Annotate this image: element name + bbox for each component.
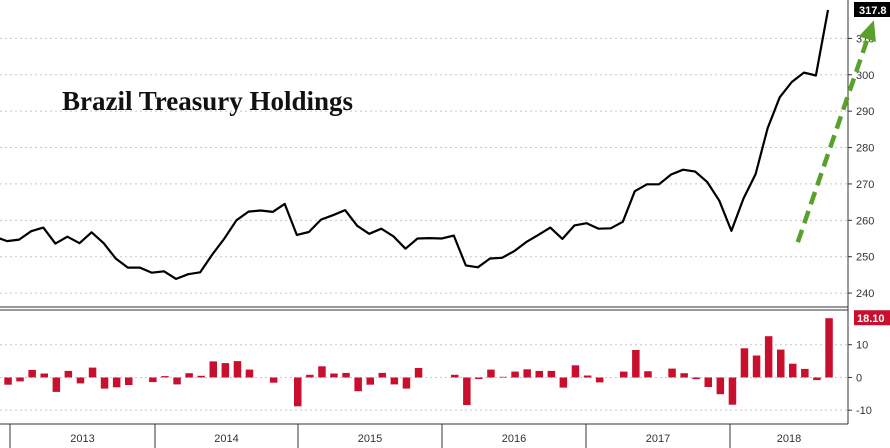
year-label: 2016 <box>502 433 526 445</box>
change-bar <box>571 365 580 378</box>
change-bar <box>644 371 652 378</box>
year-label: 2013 <box>70 433 94 445</box>
change-bar <box>764 336 773 378</box>
year-label: 2015 <box>358 433 382 445</box>
change-bar <box>354 377 362 392</box>
change-bar <box>378 372 386 378</box>
holdings-line <box>0 9 830 280</box>
change-bar <box>209 361 217 378</box>
last-value-label-bottom: 18.10 <box>857 313 885 325</box>
change-bar <box>330 373 338 378</box>
change-bar <box>825 318 833 378</box>
change-bar <box>535 370 543 378</box>
change-bar <box>342 372 350 378</box>
year-label: 2017 <box>646 433 670 445</box>
holdings-line-layer <box>0 9 830 280</box>
change-bar <box>511 371 519 378</box>
change-bar <box>16 377 24 382</box>
change-bar <box>620 371 628 378</box>
change-bar <box>523 369 531 378</box>
change-bar <box>28 369 36 378</box>
change-bar <box>149 377 157 383</box>
top-tick-label: 240 <box>856 288 874 300</box>
year-label: 2014 <box>214 433 238 445</box>
last-value-badge-bottom: 18.10 <box>854 310 890 326</box>
change-bar <box>583 375 592 378</box>
change-bar <box>752 355 761 378</box>
change-bar <box>728 377 737 405</box>
change-bar <box>112 377 121 388</box>
change-bar <box>777 349 785 378</box>
change-bar <box>547 370 556 378</box>
top-tick-label: 280 <box>856 143 874 155</box>
change-bar <box>813 377 821 381</box>
change-bar <box>632 350 640 378</box>
bottom-tick-label: 10 <box>856 340 868 352</box>
change-bar <box>402 377 411 389</box>
change-bar <box>294 377 302 407</box>
last-value-badge-top: 317.8 <box>854 2 890 18</box>
change-bar <box>789 363 797 378</box>
trend-arrow-shaft <box>795 38 870 243</box>
top-tick-label: 260 <box>856 215 874 227</box>
change-bar <box>716 377 725 395</box>
top-tick-label: 300 <box>856 70 874 82</box>
year-label: 2018 <box>777 433 801 445</box>
change-bar <box>185 373 193 378</box>
top-tick-label: 270 <box>856 179 874 191</box>
change-bar <box>125 377 133 385</box>
change-bars <box>4 318 833 407</box>
change-bar <box>451 374 459 378</box>
change-bar <box>221 363 230 378</box>
change-bar <box>306 374 314 378</box>
change-bar <box>740 348 749 378</box>
change-bar <box>269 377 278 383</box>
change-bar <box>366 377 374 385</box>
change-bar <box>668 368 676 378</box>
change-bar <box>390 377 399 385</box>
change-bar <box>704 377 712 387</box>
change-bar <box>40 373 48 378</box>
last-value-badge-top-bg <box>854 2 890 18</box>
top-tick-label: 250 <box>856 252 874 264</box>
change-bar <box>475 377 483 380</box>
change-bar <box>499 376 507 378</box>
change-bar <box>4 377 12 385</box>
change-bar <box>64 370 73 378</box>
change-bar <box>680 373 688 378</box>
change-bar <box>100 377 109 389</box>
change-bar <box>245 369 254 378</box>
last-value-label-top: 317.8 <box>859 5 887 17</box>
change-bar <box>318 366 326 378</box>
change-bar <box>52 377 61 392</box>
change-bar <box>161 376 169 378</box>
change-bar <box>76 377 85 384</box>
trend-arrow-head <box>858 20 876 43</box>
bottom-gridlines <box>0 344 848 411</box>
change-bar <box>463 377 471 405</box>
trend-arrow-layer <box>795 20 876 243</box>
bottom-tick-label: 0 <box>856 372 862 384</box>
year-axis: 2013 2014 2015 2016 2017 2018 <box>9 424 801 448</box>
change-bar <box>414 368 423 378</box>
change-bar <box>692 377 700 380</box>
last-value-badge-bottom-bg <box>854 310 890 326</box>
change-bar <box>559 377 568 388</box>
top-tick-label: 290 <box>856 106 874 118</box>
change-bar <box>233 361 242 378</box>
change-bar <box>801 368 809 378</box>
change-bar <box>595 377 604 383</box>
bottom-tick-label: -10 <box>856 405 872 417</box>
chart-title: Brazil Treasury Holdings <box>62 86 353 116</box>
change-bar <box>173 377 181 385</box>
bottom-y-ticks: -10 0 10 <box>848 340 872 417</box>
change-bar <box>88 367 97 378</box>
change-bar <box>487 369 495 378</box>
top-gridlines <box>0 37 848 294</box>
change-bar <box>197 375 205 378</box>
